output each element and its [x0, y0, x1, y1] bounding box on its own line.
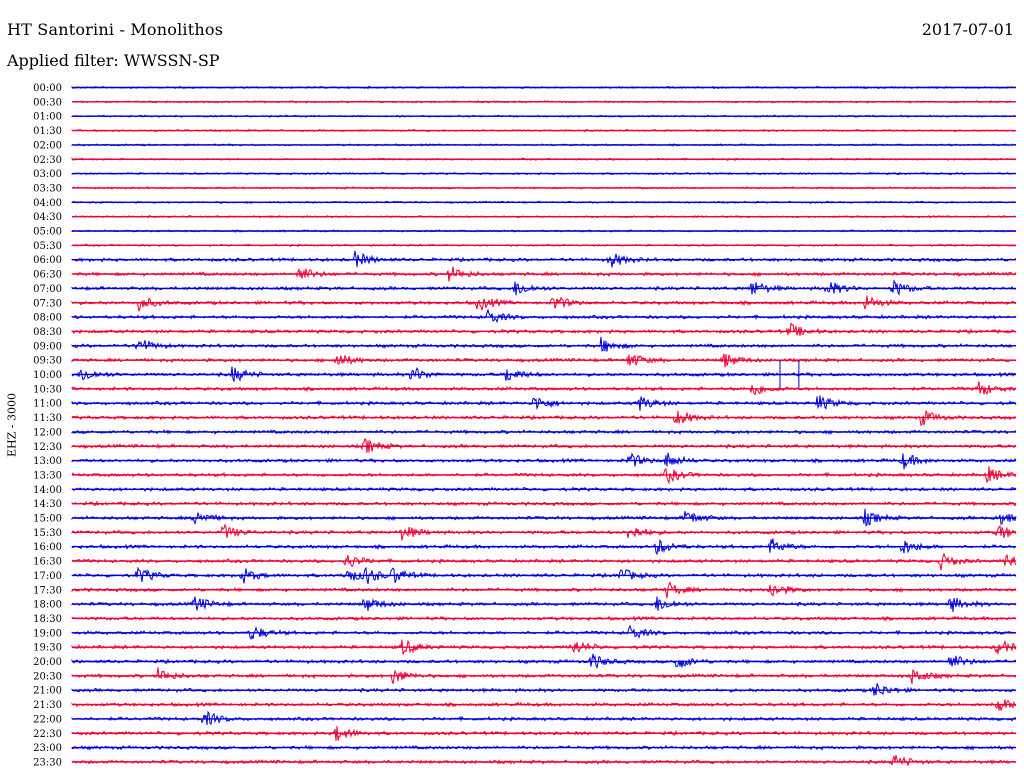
time-label-2030: 20:30	[33, 671, 62, 682]
time-label-0130: 01:30	[33, 126, 62, 137]
time-label-0430: 04:30	[33, 212, 62, 223]
time-label-1030: 10:30	[33, 384, 62, 395]
time-label-1600: 16:00	[33, 542, 62, 553]
time-label-1730: 17:30	[33, 585, 62, 596]
station-title: HT Santorini - Monolithos	[7, 20, 224, 39]
time-label-1830: 18:30	[33, 614, 62, 625]
trace-2000	[71, 653, 1017, 670]
time-label-1100: 11:00	[33, 399, 62, 410]
time-label-2100: 21:00	[33, 686, 62, 697]
time-label-1700: 17:00	[33, 571, 62, 582]
time-label-2200: 22:00	[33, 714, 62, 725]
time-label-0530: 05:30	[33, 241, 62, 252]
time-label-0100: 01:00	[33, 112, 62, 123]
time-label-0930: 09:30	[33, 356, 62, 367]
time-label-0400: 04:00	[33, 198, 62, 209]
time-label-1900: 19:00	[33, 628, 62, 639]
time-label-0900: 09:00	[33, 341, 62, 352]
trace-0900	[71, 336, 1017, 352]
time-label-2130: 21:30	[33, 700, 62, 711]
trace-1630	[71, 552, 1017, 571]
time-label-0300: 03:00	[33, 169, 62, 180]
time-label-1200: 12:00	[33, 427, 62, 438]
time-label-1930: 19:30	[33, 643, 62, 654]
time-label-1430: 14:30	[33, 499, 62, 510]
time-label-1500: 15:00	[33, 514, 62, 525]
time-label-1330: 13:30	[33, 470, 62, 481]
trace-2330	[71, 754, 1016, 767]
record-date: 2017-07-01	[921, 20, 1014, 39]
time-label-0800: 08:00	[33, 313, 62, 324]
time-label-1130: 11:30	[33, 413, 62, 424]
time-label-0330: 03:30	[33, 183, 62, 194]
time-label-0600: 06:00	[33, 255, 62, 266]
time-label-1630: 16:30	[33, 557, 62, 568]
time-label-0200: 02:00	[33, 140, 62, 151]
trace-1030	[71, 381, 1017, 396]
time-label-0500: 05:00	[33, 227, 62, 238]
time-label-1530: 15:30	[33, 528, 62, 539]
time-label-2230: 22:30	[33, 729, 62, 740]
time-label-1300: 13:00	[33, 456, 62, 467]
filter-label: Applied filter: WWSSN-SP	[7, 51, 220, 70]
time-label-1000: 10:00	[33, 370, 62, 381]
time-label-2330: 23:30	[33, 757, 62, 768]
time-label-1230: 12:30	[33, 442, 62, 453]
time-label-0700: 07:00	[33, 284, 62, 295]
trace-0800	[71, 308, 1017, 324]
time-label-2300: 23:00	[33, 743, 62, 754]
time-label-0230: 02:30	[33, 155, 62, 166]
time-label-0030: 00:30	[33, 97, 62, 108]
time-label-0000: 00:00	[33, 83, 62, 94]
time-label-2000: 20:00	[33, 657, 62, 668]
trace-0830	[71, 321, 1017, 336]
trace-1500	[71, 508, 1017, 527]
time-label-1800: 18:00	[33, 600, 62, 611]
time-label-0730: 07:30	[33, 298, 62, 309]
time-label-1400: 14:00	[33, 485, 62, 496]
trace-2100	[71, 683, 1017, 696]
time-label-0830: 08:30	[33, 327, 62, 338]
trace-0730	[71, 295, 1017, 312]
time-label-0630: 06:30	[33, 270, 62, 281]
